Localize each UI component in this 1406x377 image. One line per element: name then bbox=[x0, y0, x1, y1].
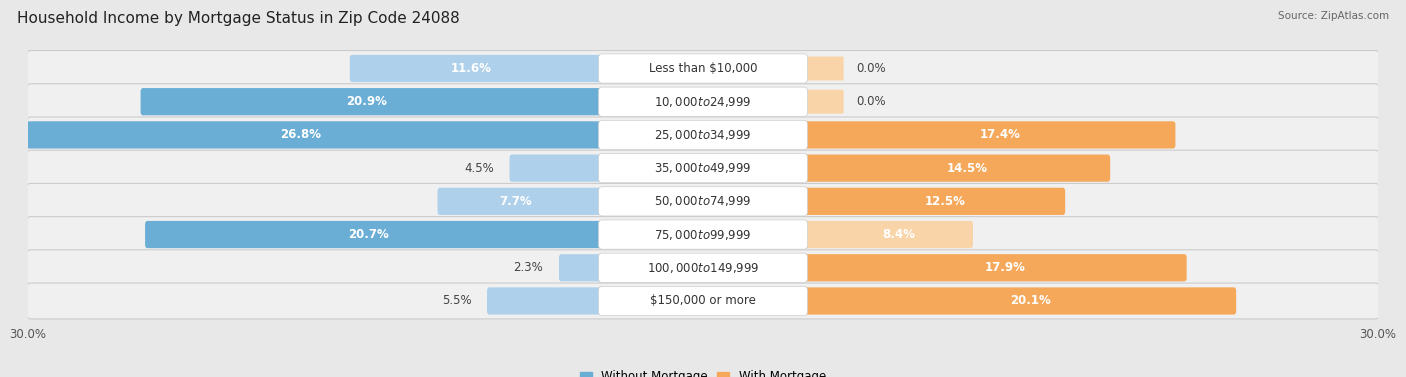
FancyBboxPatch shape bbox=[801, 90, 844, 113]
Legend: Without Mortgage, With Mortgage: Without Mortgage, With Mortgage bbox=[575, 366, 831, 377]
Text: 20.7%: 20.7% bbox=[349, 228, 389, 241]
FancyBboxPatch shape bbox=[27, 117, 1379, 153]
Text: Source: ZipAtlas.com: Source: ZipAtlas.com bbox=[1278, 11, 1389, 21]
FancyBboxPatch shape bbox=[27, 183, 1379, 219]
FancyBboxPatch shape bbox=[145, 221, 605, 248]
Text: Less than $10,000: Less than $10,000 bbox=[648, 62, 758, 75]
FancyBboxPatch shape bbox=[350, 55, 605, 82]
FancyBboxPatch shape bbox=[599, 220, 807, 249]
FancyBboxPatch shape bbox=[790, 155, 1111, 182]
FancyBboxPatch shape bbox=[27, 51, 1379, 86]
FancyBboxPatch shape bbox=[599, 54, 807, 83]
Text: 17.4%: 17.4% bbox=[980, 129, 1021, 141]
FancyBboxPatch shape bbox=[599, 187, 807, 216]
Text: $50,000 to $74,999: $50,000 to $74,999 bbox=[654, 194, 752, 208]
FancyBboxPatch shape bbox=[141, 88, 605, 115]
FancyBboxPatch shape bbox=[790, 121, 1175, 149]
FancyBboxPatch shape bbox=[437, 188, 605, 215]
FancyBboxPatch shape bbox=[560, 254, 605, 281]
FancyBboxPatch shape bbox=[801, 57, 844, 80]
Text: $10,000 to $24,999: $10,000 to $24,999 bbox=[654, 95, 752, 109]
FancyBboxPatch shape bbox=[790, 188, 1066, 215]
FancyBboxPatch shape bbox=[599, 153, 807, 183]
Text: 11.6%: 11.6% bbox=[451, 62, 492, 75]
Text: 20.9%: 20.9% bbox=[346, 95, 387, 108]
Text: 4.5%: 4.5% bbox=[464, 162, 494, 175]
FancyBboxPatch shape bbox=[790, 287, 1236, 314]
FancyBboxPatch shape bbox=[27, 250, 1379, 286]
Text: 5.5%: 5.5% bbox=[441, 294, 471, 308]
Text: 12.5%: 12.5% bbox=[924, 195, 966, 208]
FancyBboxPatch shape bbox=[486, 287, 605, 314]
Text: 20.1%: 20.1% bbox=[1010, 294, 1050, 308]
Text: $100,000 to $149,999: $100,000 to $149,999 bbox=[647, 261, 759, 275]
FancyBboxPatch shape bbox=[599, 120, 807, 150]
FancyBboxPatch shape bbox=[8, 121, 605, 149]
Text: 14.5%: 14.5% bbox=[946, 162, 988, 175]
FancyBboxPatch shape bbox=[27, 283, 1379, 319]
FancyBboxPatch shape bbox=[599, 253, 807, 282]
FancyBboxPatch shape bbox=[790, 254, 1187, 281]
FancyBboxPatch shape bbox=[599, 87, 807, 116]
FancyBboxPatch shape bbox=[599, 287, 807, 316]
Text: $150,000 or more: $150,000 or more bbox=[650, 294, 756, 308]
FancyBboxPatch shape bbox=[27, 217, 1379, 253]
Text: $35,000 to $49,999: $35,000 to $49,999 bbox=[654, 161, 752, 175]
Text: $25,000 to $34,999: $25,000 to $34,999 bbox=[654, 128, 752, 142]
Text: 2.3%: 2.3% bbox=[513, 261, 543, 274]
Text: Household Income by Mortgage Status in Zip Code 24088: Household Income by Mortgage Status in Z… bbox=[17, 11, 460, 26]
Text: 17.9%: 17.9% bbox=[986, 261, 1026, 274]
FancyBboxPatch shape bbox=[27, 150, 1379, 186]
Text: $75,000 to $99,999: $75,000 to $99,999 bbox=[654, 228, 752, 242]
FancyBboxPatch shape bbox=[27, 84, 1379, 120]
Text: 8.4%: 8.4% bbox=[883, 228, 915, 241]
Text: 26.8%: 26.8% bbox=[280, 129, 321, 141]
Text: 7.7%: 7.7% bbox=[499, 195, 531, 208]
FancyBboxPatch shape bbox=[790, 221, 973, 248]
FancyBboxPatch shape bbox=[509, 155, 605, 182]
Text: 0.0%: 0.0% bbox=[856, 62, 886, 75]
Text: 0.0%: 0.0% bbox=[856, 95, 886, 108]
